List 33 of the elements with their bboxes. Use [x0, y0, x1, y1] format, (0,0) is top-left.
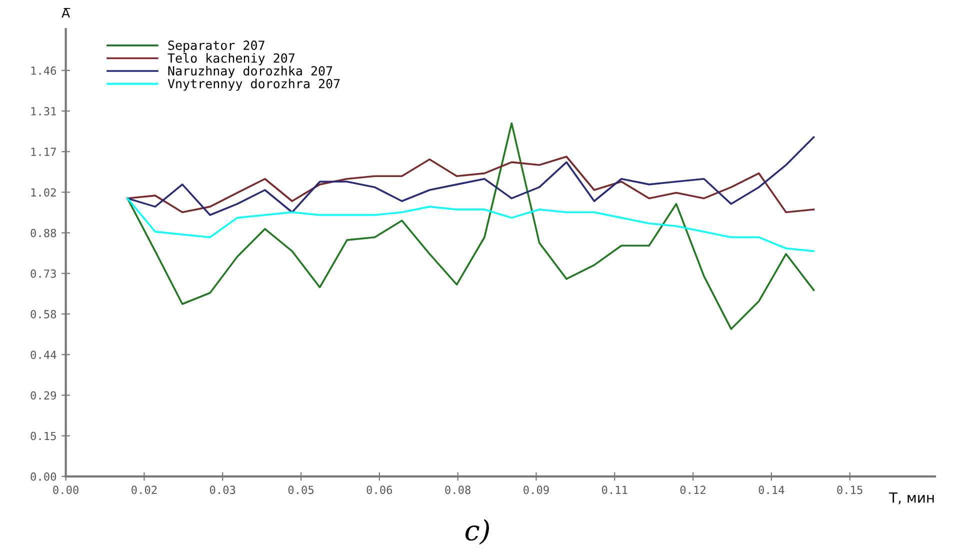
- x-tick-label: 0.08: [445, 486, 470, 494]
- legend-label: Separator 207: [168, 40, 264, 52]
- y-tick-label: 0.15: [30, 432, 56, 440]
- legend-label: Telo kacheniy 207: [168, 53, 294, 66]
- y-tick-label: 0.44: [30, 350, 56, 360]
- y-tick-label: 1.17: [31, 148, 56, 156]
- y-tick-label: 1.31: [31, 107, 56, 116]
- line-series: [126, 197, 815, 252]
- y-tick-label: 0.00: [30, 472, 56, 481]
- x-axis-title: T, мин: [889, 492, 934, 504]
- y-tick-label: 0.58: [30, 310, 56, 318]
- x-tick-label: 0.11: [602, 486, 628, 494]
- y-tick-label: 1.02: [31, 188, 56, 197]
- line-series: [126, 122, 815, 330]
- x-tick-label: 0.12: [680, 486, 706, 494]
- y-axis-title: A̅: [62, 8, 70, 18]
- x-tick-label: 0.09: [524, 486, 549, 494]
- x-tick-label: 0.05: [288, 486, 314, 494]
- x-tick-label: 0.02: [132, 486, 157, 494]
- y-tick-label: 0.29: [30, 391, 56, 400]
- line-series: [126, 156, 815, 214]
- x-tick-label: 0.14: [758, 486, 784, 494]
- x-tick-label: 0.15: [837, 486, 862, 494]
- line-series: [126, 136, 815, 216]
- y-tick-label: 0.73: [30, 269, 56, 278]
- legend-label: Naruzhnay dorozhka 207: [168, 66, 332, 78]
- x-tick-label: 0.06: [366, 486, 392, 494]
- y-tick-label: 0.88: [30, 228, 56, 238]
- x-tick-label: 0.03: [210, 486, 236, 494]
- x-tick-label: 0.00: [53, 486, 78, 494]
- legend-label: Vnytrennyy dorozhra 207: [168, 78, 340, 91]
- text: c): [465, 519, 489, 545]
- y-tick-label: 1.46: [31, 66, 56, 75]
